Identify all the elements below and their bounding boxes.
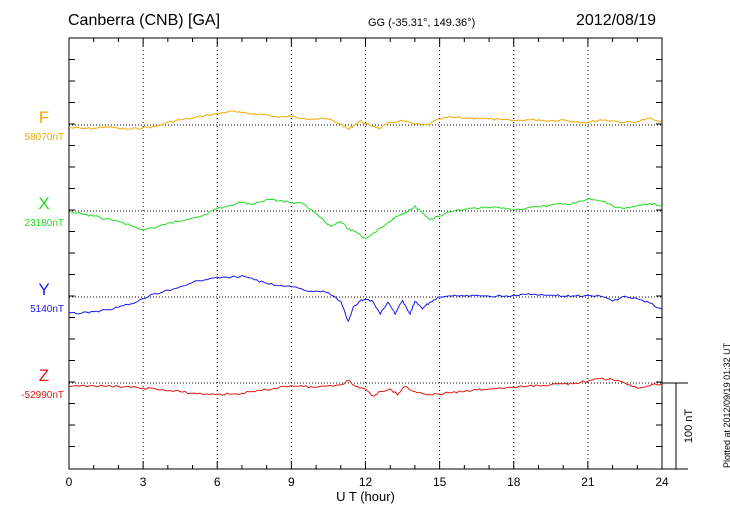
- x-axis-label: U T (hour): [336, 489, 395, 504]
- x-tick-label: 0: [66, 475, 73, 489]
- series-line-z: [68, 377, 663, 397]
- station-coordinates: GG (-35.31°, 149.36°): [368, 17, 476, 29]
- x-tick-label: 15: [433, 475, 447, 489]
- x-tick-label: 9: [288, 475, 295, 489]
- series-line-x: [68, 198, 663, 240]
- component-baseline-x: 23180nT: [24, 218, 64, 229]
- series-line-f: [68, 110, 663, 130]
- x-tick-label: 3: [140, 475, 147, 489]
- component-baseline-f: 58070nT: [24, 132, 64, 143]
- component-baseline-z: -52990nT: [21, 390, 64, 401]
- scale-bar-label: 100 nT: [683, 409, 695, 444]
- station-title: Canberra (CNB) [GA]: [68, 12, 221, 29]
- x-tick-label: 6: [214, 475, 221, 489]
- component-letter-x: X: [38, 194, 50, 213]
- component-letter-f: F: [38, 108, 50, 127]
- component-baseline-y: 5140nT: [30, 304, 64, 315]
- x-tick-label: 21: [581, 475, 595, 489]
- x-tick-label: 24: [655, 475, 669, 489]
- x-tick-label: 18: [507, 475, 521, 489]
- series-line-y: [68, 274, 663, 323]
- observation-date: 2012/08/19: [576, 12, 657, 29]
- component-letter-y: Y: [38, 280, 50, 299]
- x-tick-label: 12: [359, 475, 373, 489]
- component-letter-z: Z: [38, 366, 50, 385]
